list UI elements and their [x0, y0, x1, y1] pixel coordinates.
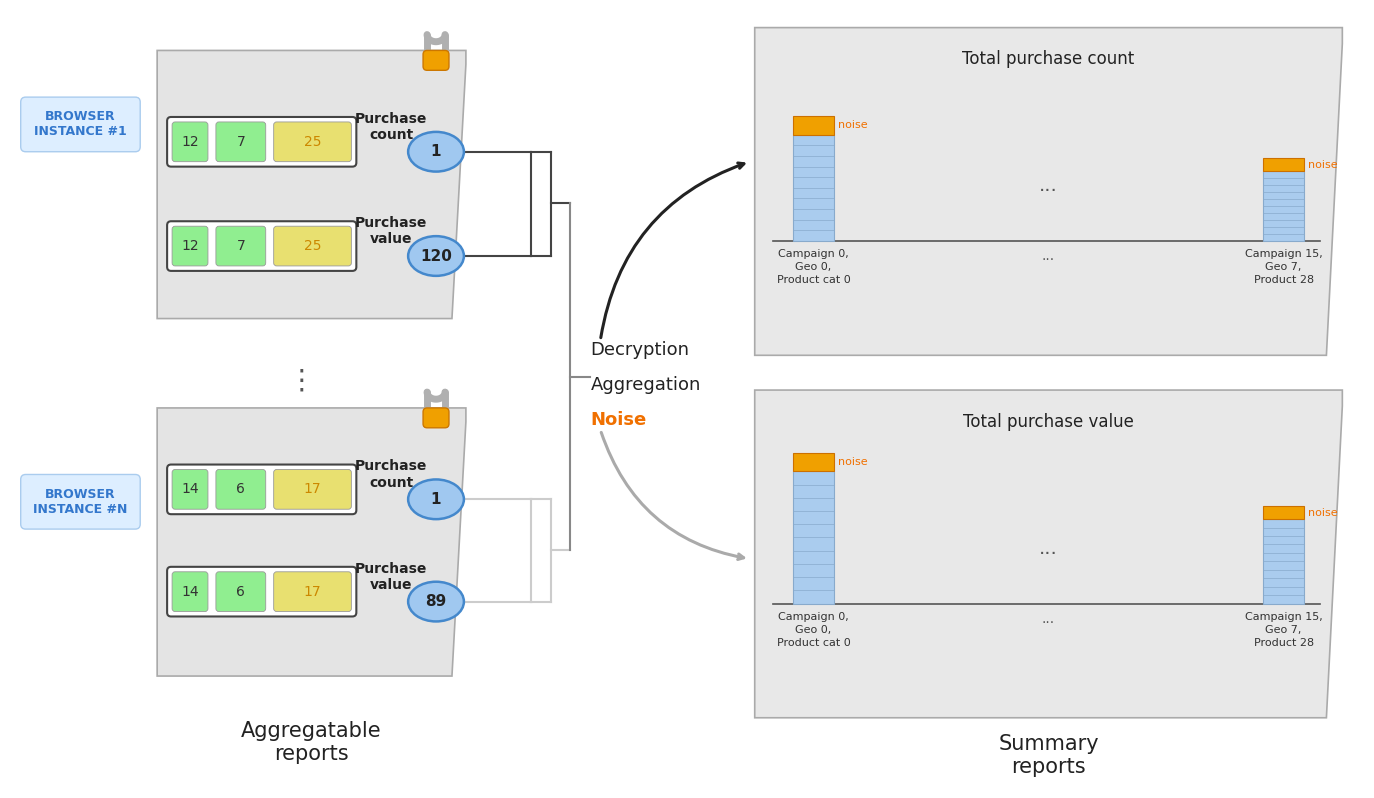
FancyBboxPatch shape [168, 464, 356, 514]
Text: Purchase
count: Purchase count [354, 112, 427, 142]
Polygon shape [157, 408, 466, 676]
Bar [1263, 519, 1304, 603]
Text: 14: 14 [181, 482, 199, 496]
FancyBboxPatch shape [172, 469, 207, 509]
Text: BROWSER
INSTANCE #N: BROWSER INSTANCE #N [33, 488, 128, 516]
FancyBboxPatch shape [216, 469, 265, 509]
Text: ⋮: ⋮ [287, 366, 316, 394]
Text: ...: ... [1041, 611, 1055, 626]
Bar [793, 117, 834, 135]
Text: Campaign 0,
Geo 0,
Product cat 0: Campaign 0, Geo 0, Product cat 0 [776, 611, 851, 648]
FancyBboxPatch shape [168, 117, 356, 167]
Text: 14: 14 [181, 585, 199, 598]
Text: 17: 17 [304, 482, 322, 496]
Text: 12: 12 [181, 135, 199, 148]
Text: Decryption: Decryption [591, 342, 690, 359]
FancyBboxPatch shape [273, 469, 352, 509]
Text: BROWSER
INSTANCE #1: BROWSER INSTANCE #1 [34, 110, 126, 138]
Text: Summary
reports: Summary reports [999, 734, 1099, 777]
FancyBboxPatch shape [216, 226, 265, 266]
Ellipse shape [408, 582, 464, 622]
FancyBboxPatch shape [168, 221, 356, 271]
Bar [1263, 172, 1304, 241]
Text: noise: noise [838, 457, 868, 467]
FancyBboxPatch shape [21, 97, 140, 152]
Ellipse shape [408, 236, 464, 276]
Bar [1263, 159, 1304, 172]
FancyBboxPatch shape [21, 475, 140, 529]
FancyBboxPatch shape [168, 567, 356, 617]
Text: noise: noise [1308, 160, 1338, 170]
FancyBboxPatch shape [423, 408, 449, 428]
Text: Campaign 15,
Geo 7,
Product 28: Campaign 15, Geo 7, Product 28 [1245, 249, 1322, 286]
FancyBboxPatch shape [216, 572, 265, 611]
Polygon shape [754, 390, 1342, 717]
Polygon shape [157, 50, 466, 318]
Text: noise: noise [1308, 508, 1338, 518]
FancyBboxPatch shape [172, 572, 207, 611]
Ellipse shape [408, 480, 464, 519]
Polygon shape [754, 28, 1342, 355]
Text: Total purchase count: Total purchase count [962, 50, 1135, 69]
Text: Aggregation: Aggregation [591, 376, 701, 394]
Text: Purchase
count: Purchase count [354, 460, 427, 489]
Text: 6: 6 [236, 482, 245, 496]
Text: 1: 1 [431, 492, 441, 507]
FancyBboxPatch shape [273, 226, 352, 266]
Text: Aggregatable
reports: Aggregatable reports [242, 721, 382, 764]
Text: 7: 7 [236, 135, 245, 148]
Text: noise: noise [838, 120, 868, 130]
Text: Total purchase value: Total purchase value [963, 413, 1134, 431]
Text: 7: 7 [236, 239, 245, 253]
Text: ...: ... [1039, 539, 1058, 558]
Text: Purchase
value: Purchase value [354, 216, 427, 247]
FancyBboxPatch shape [423, 50, 449, 70]
Text: Purchase
value: Purchase value [354, 562, 427, 592]
Bar [793, 472, 834, 603]
Text: Noise: Noise [591, 411, 647, 429]
Bar [1263, 506, 1304, 519]
FancyBboxPatch shape [216, 122, 265, 162]
Bar [793, 135, 834, 241]
Text: Campaign 15,
Geo 7,
Product 28: Campaign 15, Geo 7, Product 28 [1245, 611, 1322, 648]
Text: 1: 1 [431, 144, 441, 160]
Ellipse shape [408, 132, 464, 172]
Text: 25: 25 [304, 239, 322, 253]
FancyBboxPatch shape [273, 122, 352, 162]
Text: ...: ... [1039, 176, 1058, 196]
Bar [793, 453, 834, 472]
Text: 17: 17 [304, 585, 322, 598]
Text: 12: 12 [181, 239, 199, 253]
Text: 89: 89 [426, 594, 447, 609]
Text: ...: ... [1041, 249, 1055, 263]
FancyBboxPatch shape [172, 226, 207, 266]
Text: 25: 25 [304, 135, 322, 148]
Text: 120: 120 [420, 248, 452, 263]
FancyBboxPatch shape [172, 122, 207, 162]
FancyBboxPatch shape [273, 572, 352, 611]
Text: 6: 6 [236, 585, 245, 598]
Text: Campaign 0,
Geo 0,
Product cat 0: Campaign 0, Geo 0, Product cat 0 [776, 249, 851, 286]
